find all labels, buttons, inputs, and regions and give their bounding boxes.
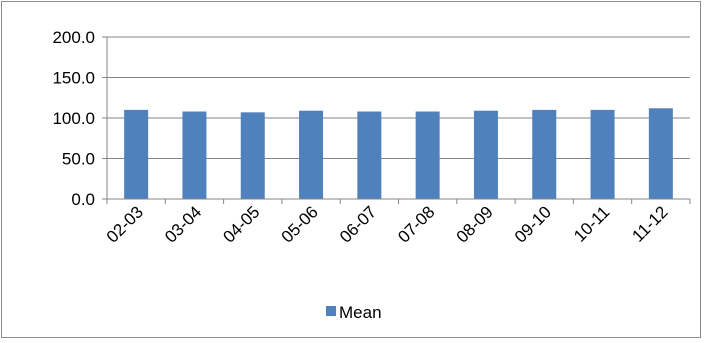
bar <box>182 111 207 199</box>
y-tick-label: 100.0 <box>52 109 95 128</box>
legend: Mean <box>326 303 382 322</box>
bars <box>124 108 673 199</box>
legend-swatch-mean <box>326 306 336 316</box>
bar <box>240 112 265 199</box>
x-tick-label: 08-09 <box>453 202 497 246</box>
bar <box>415 111 440 199</box>
x-tick-label: 10-11 <box>570 202 613 245</box>
bar <box>590 109 615 199</box>
x-tick-label: 07-08 <box>394 202 438 246</box>
x-tick-label: 11-12 <box>628 202 671 245</box>
bar <box>299 110 324 199</box>
y-tick-label: 200.0 <box>52 28 95 47</box>
x-tick-labels: 02-03 03-04 04-05 05-06 06-07 07-08 08-09 09-10… <box>103 202 672 246</box>
bar <box>357 111 382 199</box>
axes <box>102 36 691 204</box>
bar <box>532 109 557 199</box>
x-tick-label: 09-10 <box>511 202 555 246</box>
y-tick-label: 150.0 <box>52 69 95 88</box>
x-tick-label: 02-03 <box>103 202 147 246</box>
y-tick-label: 0.0 <box>71 190 95 209</box>
x-tick-label: 06-07 <box>336 202 380 246</box>
bar <box>648 108 673 199</box>
chart-area: 0.0 50.0 100.0 150.0 200.0 02-03 03-04 04-05 05… <box>1 1 701 338</box>
x-tick-label: 05-06 <box>278 202 322 246</box>
y-tick-label: 50.0 <box>62 150 95 169</box>
legend-label-mean: Mean <box>339 303 382 322</box>
y-tick-labels: 0.0 50.0 100.0 150.0 200.0 <box>52 28 95 209</box>
x-tick-label: 03-04 <box>161 202 205 246</box>
bar <box>473 110 498 199</box>
x-tick-label: 04-05 <box>219 202 263 246</box>
bar <box>124 109 149 199</box>
